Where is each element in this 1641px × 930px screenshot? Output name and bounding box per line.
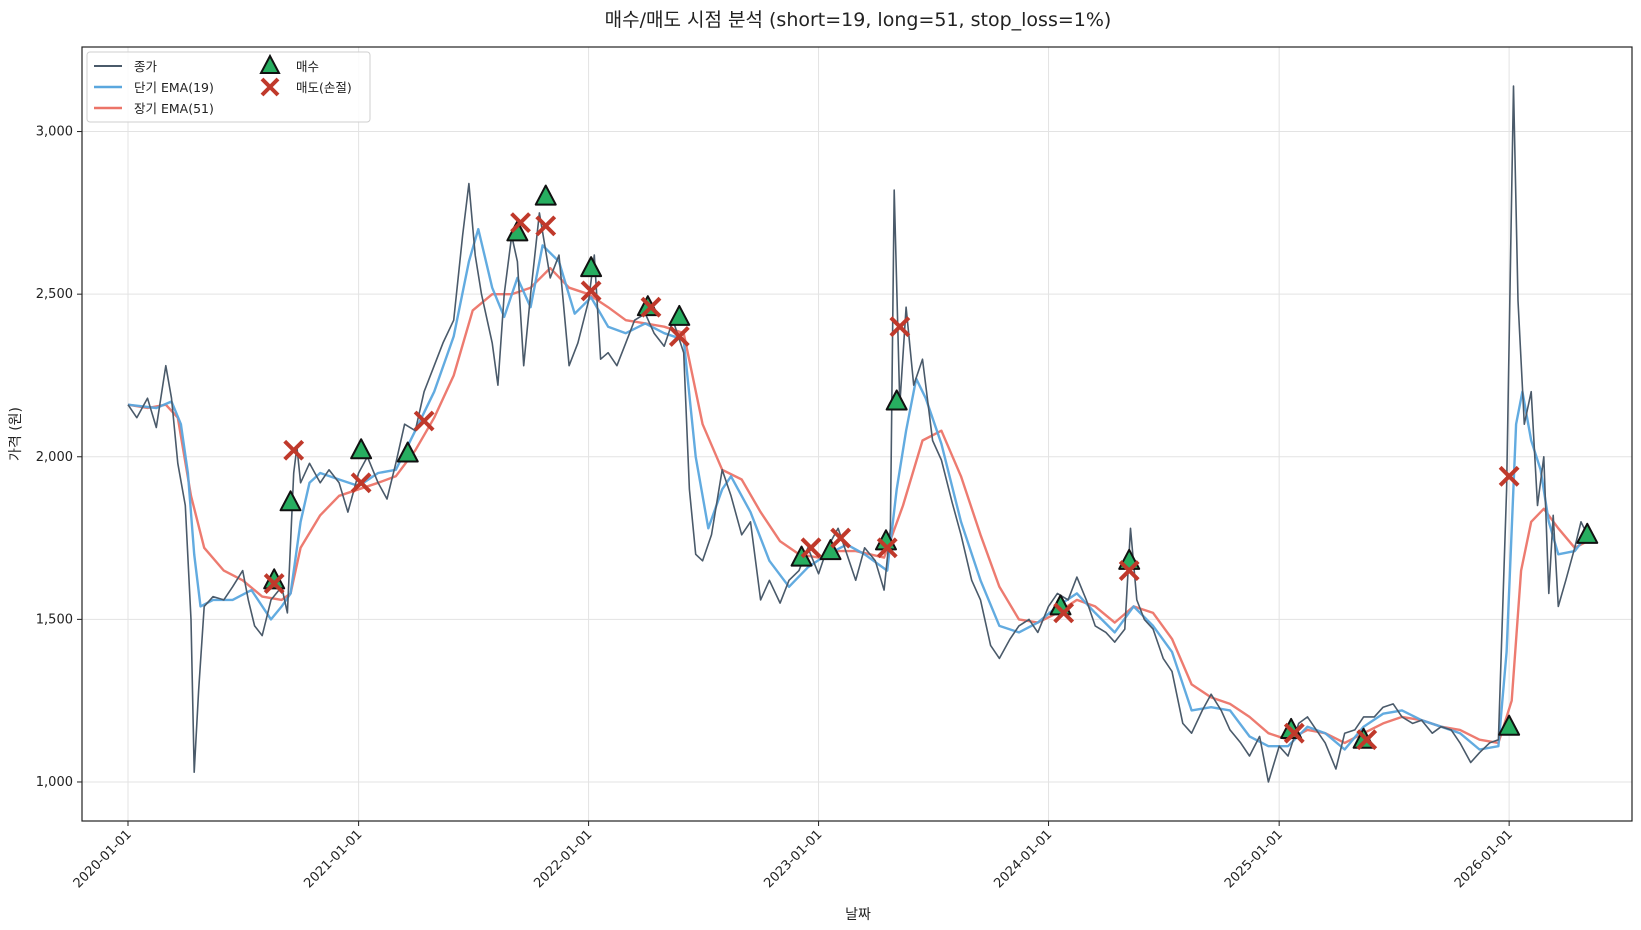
- legend-label: 종가: [134, 59, 158, 74]
- axes: 1,000 1,500 2,000 2,500 3,000 2020-01-01 2021-…: [36, 125, 1516, 892]
- sell-signal-marker: [263, 573, 285, 595]
- legend-box: [86, 51, 371, 123]
- sell-signal-marker: [800, 537, 822, 559]
- x-tick-label: 2025-01-01: [1222, 827, 1286, 891]
- sell-signal-marker: [1053, 602, 1075, 624]
- x-tick-label: 2022-01-01: [531, 827, 595, 891]
- y-tick-label: 1,500: [36, 612, 73, 627]
- x-tick-label: 2023-01-01: [761, 827, 825, 891]
- y-axis-label: 가격 (원): [8, 407, 24, 461]
- sell-signal-marker: [283, 439, 305, 461]
- sell-signal-marker: [640, 296, 662, 318]
- x-tick-label: 2020-01-01: [71, 827, 135, 891]
- legend-label: 장기 EMA(51): [134, 101, 214, 116]
- long-ema-line: [127, 266, 1588, 745]
- legend-buy-swatch: [259, 53, 281, 74]
- sell-signal-marker: [830, 527, 852, 549]
- y-tick-label: 3,000: [36, 125, 73, 140]
- series-layer: [127, 85, 1589, 783]
- buy-signal-marker: [350, 438, 373, 460]
- y-tick-label: 2,000: [36, 450, 73, 465]
- legend-label: 매도(손절): [296, 80, 352, 95]
- grid: [82, 47, 1632, 821]
- legend-label: 매수: [296, 59, 319, 74]
- buy-signal-marker: [885, 389, 908, 411]
- x-tick-label: 2026-01-01: [1452, 827, 1516, 891]
- chart-title: 매수/매도 시점 분석 (short=19, long=51, stop_los…: [605, 9, 1112, 31]
- sell-signal-marker: [1356, 729, 1378, 751]
- y-tick-label: 1,000: [36, 775, 73, 790]
- buy-signal-marker: [279, 490, 302, 512]
- short-ema-line: [127, 227, 1589, 751]
- buy-signal-marker: [1498, 714, 1521, 736]
- sell-signal-marker: [876, 537, 898, 559]
- buy-signal-marker: [819, 539, 842, 561]
- sell-signal-marker: [510, 212, 531, 234]
- sell-signal-marker: [350, 472, 372, 494]
- sell-signal-marker: [1498, 465, 1520, 487]
- sell-signal-marker: [580, 280, 602, 302]
- sell-signal-marker: [413, 410, 435, 432]
- x-tick-label: 2021-01-01: [301, 827, 365, 891]
- legend-label: 단기 EMA(19): [134, 80, 214, 95]
- buy-signal-marker: [580, 256, 603, 278]
- plot-area-frame: [81, 46, 1633, 822]
- signal-markers: [263, 184, 1599, 751]
- x-tick-label: 2024-01-01: [991, 827, 1055, 891]
- buy-signal-marker: [396, 441, 419, 463]
- sell-signal-marker: [1283, 722, 1305, 744]
- sell-signal-marker: [1118, 560, 1140, 582]
- buy-signal-marker: [1576, 522, 1599, 544]
- sell-signal-marker: [535, 215, 557, 237]
- legend-sell-swatch: [260, 77, 280, 97]
- y-tick-label: 2,500: [36, 287, 73, 302]
- close-price-line: [127, 85, 1589, 783]
- sell-signal-marker: [668, 326, 690, 347]
- sell-signal-marker: [889, 316, 911, 338]
- x-axis-label: 날짜: [845, 907, 871, 923]
- buy-signal-marker: [534, 184, 557, 206]
- buy-signal-marker: [668, 304, 691, 326]
